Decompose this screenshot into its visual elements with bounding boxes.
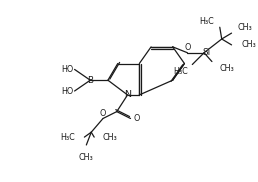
Text: HO: HO (61, 86, 74, 96)
Text: CH₃: CH₃ (79, 153, 94, 162)
Text: Si: Si (202, 48, 210, 57)
Text: O: O (184, 43, 191, 52)
Text: HO: HO (61, 65, 74, 74)
Text: N: N (124, 90, 131, 99)
Text: H₃C: H₃C (60, 133, 75, 142)
Text: CH₃: CH₃ (237, 23, 252, 32)
Text: CH₃: CH₃ (241, 40, 256, 49)
Text: CH₃: CH₃ (220, 64, 235, 73)
Text: CH₃: CH₃ (102, 133, 117, 142)
Text: O: O (100, 109, 106, 118)
Text: O: O (133, 114, 140, 123)
Text: B: B (87, 76, 93, 85)
Text: H₃C: H₃C (174, 67, 188, 76)
Text: H₃C: H₃C (199, 17, 214, 26)
